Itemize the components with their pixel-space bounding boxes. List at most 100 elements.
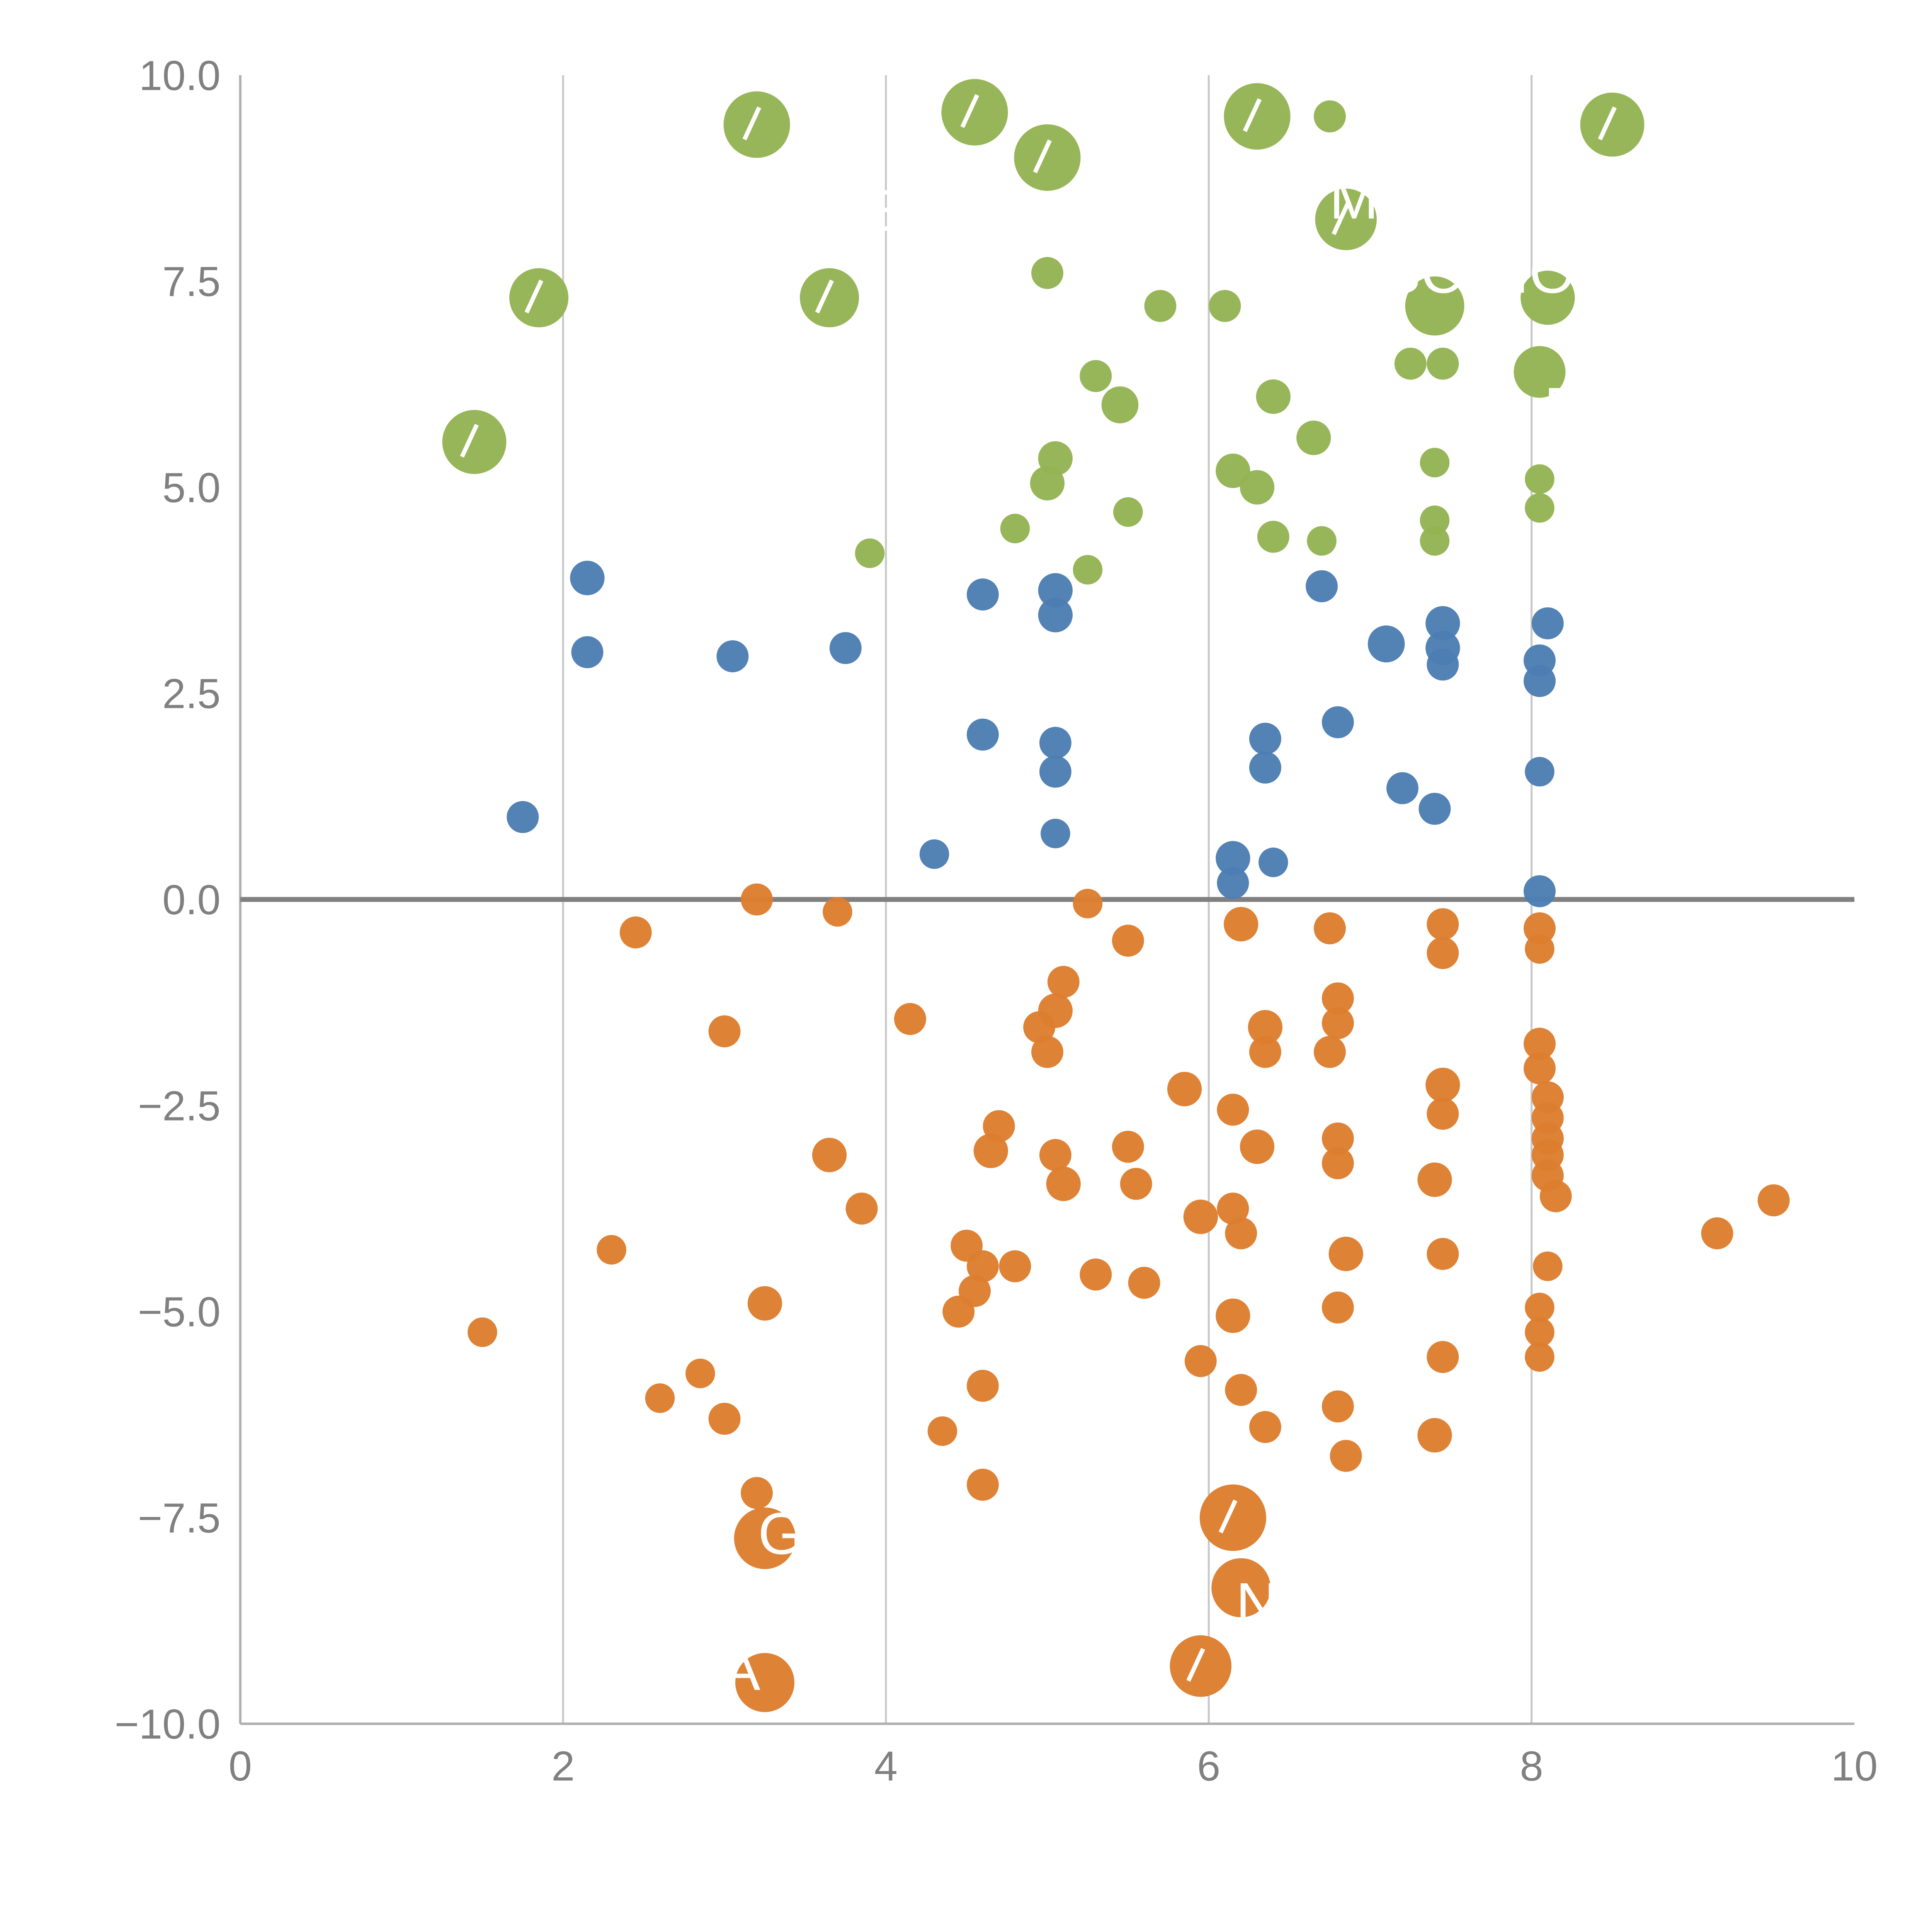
data-point-orange bbox=[966, 1250, 999, 1282]
data-point-orange bbox=[1120, 1168, 1152, 1200]
data-point-orange bbox=[1240, 1129, 1275, 1164]
point-label: G bbox=[758, 1500, 804, 1566]
point-label: N bbox=[1236, 1571, 1279, 1637]
data-point-blue bbox=[1217, 867, 1249, 899]
data-point-orange bbox=[999, 1250, 1031, 1282]
data-point-orange bbox=[1417, 1418, 1452, 1453]
data-point-orange bbox=[1128, 1267, 1160, 1299]
x-tick-label: 10 bbox=[1831, 1743, 1878, 1789]
data-point-orange bbox=[1224, 907, 1259, 942]
data-point-blue bbox=[1321, 706, 1354, 738]
data-point-green bbox=[1405, 276, 1464, 336]
x-tick-label: 0 bbox=[229, 1743, 252, 1789]
point-label-fragment bbox=[524, 279, 544, 314]
data-point-orange bbox=[1183, 1199, 1218, 1234]
data-point-orange bbox=[1328, 1236, 1363, 1271]
point-label: A bbox=[721, 1636, 760, 1702]
data-point-blue bbox=[1531, 607, 1564, 639]
y-tick-label: −5.0 bbox=[138, 1289, 221, 1335]
data-point-green bbox=[1420, 526, 1450, 556]
data-point-green bbox=[1525, 493, 1554, 523]
data-point-orange bbox=[1211, 1558, 1271, 1617]
data-point-blue bbox=[1386, 772, 1418, 804]
point-label-fragment bbox=[960, 94, 979, 128]
data-point-green bbox=[1030, 466, 1065, 501]
data-point-orange bbox=[1525, 1293, 1554, 1323]
data-point-green bbox=[1296, 420, 1331, 455]
data-point-orange bbox=[1425, 1068, 1460, 1102]
data-point-blue bbox=[966, 718, 999, 751]
point-label-fragment bbox=[815, 279, 834, 314]
data-point-orange bbox=[1249, 1411, 1281, 1443]
data-point-orange bbox=[741, 883, 773, 916]
data-point-orange bbox=[1427, 908, 1459, 940]
data-point-orange bbox=[966, 1468, 999, 1501]
data-point-orange bbox=[1314, 1036, 1346, 1068]
data-point-orange bbox=[894, 1003, 926, 1035]
point-label-fragment bbox=[1033, 139, 1052, 173]
data-point-blue bbox=[571, 636, 604, 668]
data-point-orange bbox=[812, 1138, 847, 1172]
data-point-green bbox=[1257, 520, 1289, 553]
data-point-orange bbox=[1321, 1007, 1354, 1039]
data-point-blue bbox=[1524, 875, 1556, 907]
data-point-orange bbox=[1216, 1298, 1250, 1333]
data-point-green bbox=[1525, 464, 1554, 494]
data-point-orange bbox=[1321, 1122, 1354, 1155]
data-point-orange bbox=[1031, 1036, 1063, 1068]
data-point-orange bbox=[1321, 982, 1354, 1015]
data-point-green bbox=[1031, 257, 1063, 289]
data-point-green bbox=[1240, 470, 1275, 505]
point-label: E bbox=[866, 178, 906, 244]
data-point-orange bbox=[1046, 1167, 1081, 1201]
point-label-fragment bbox=[742, 106, 761, 141]
data-point-blue bbox=[1524, 665, 1556, 697]
data-point-blue bbox=[1039, 727, 1071, 759]
data-point-orange bbox=[597, 1235, 626, 1265]
y-tick-label: −10.0 bbox=[114, 1701, 220, 1747]
data-point-orange bbox=[942, 1295, 975, 1328]
data-point-green bbox=[1216, 453, 1250, 488]
data-point-orange bbox=[1525, 1342, 1554, 1372]
x-tick-label: 2 bbox=[551, 1743, 575, 1789]
data-point-blue bbox=[966, 578, 999, 611]
data-point-blue bbox=[1418, 793, 1451, 825]
data-point-green bbox=[1514, 346, 1566, 398]
data-point-orange bbox=[1321, 1147, 1354, 1179]
data-point-orange bbox=[1525, 1317, 1554, 1347]
data-point-orange bbox=[619, 916, 652, 949]
data-point-orange bbox=[1321, 1390, 1354, 1423]
data-point-blue bbox=[1249, 723, 1281, 755]
data-point-green bbox=[1520, 270, 1575, 325]
data-point-blue bbox=[1259, 847, 1288, 878]
data-point-orange bbox=[741, 1477, 773, 1509]
point-label: IOS bbox=[1513, 240, 1615, 306]
data-point-green bbox=[1014, 124, 1081, 191]
point-label: WSC bbox=[1325, 240, 1463, 306]
data-point-green bbox=[1000, 514, 1030, 544]
data-point-green bbox=[1315, 189, 1377, 250]
y-tick-label: 0.0 bbox=[162, 876, 221, 923]
data-point-orange bbox=[1701, 1217, 1733, 1250]
data-point-green bbox=[1256, 379, 1291, 414]
data-point-green bbox=[723, 91, 790, 158]
data-point-green bbox=[1420, 447, 1450, 478]
data-point-orange bbox=[1539, 1180, 1572, 1213]
data-point-green bbox=[509, 268, 569, 328]
x-tick-label: 4 bbox=[874, 1743, 898, 1789]
data-point-orange bbox=[1047, 966, 1080, 998]
data-point-orange bbox=[1427, 1341, 1459, 1373]
point-label-fragment bbox=[1332, 201, 1350, 235]
point-label-fragment bbox=[1186, 1648, 1205, 1682]
data-point-green bbox=[941, 79, 1008, 146]
data-point-orange bbox=[734, 1507, 796, 1569]
data-point-green bbox=[855, 538, 885, 568]
data-point-green bbox=[1101, 386, 1139, 423]
y-tick-label: 5.0 bbox=[162, 464, 221, 511]
data-point-orange bbox=[927, 1416, 957, 1446]
data-point-green bbox=[1144, 290, 1177, 322]
data-point-orange bbox=[1170, 1635, 1232, 1697]
data-point-green bbox=[1113, 497, 1143, 527]
data-point-orange bbox=[1217, 1094, 1249, 1126]
